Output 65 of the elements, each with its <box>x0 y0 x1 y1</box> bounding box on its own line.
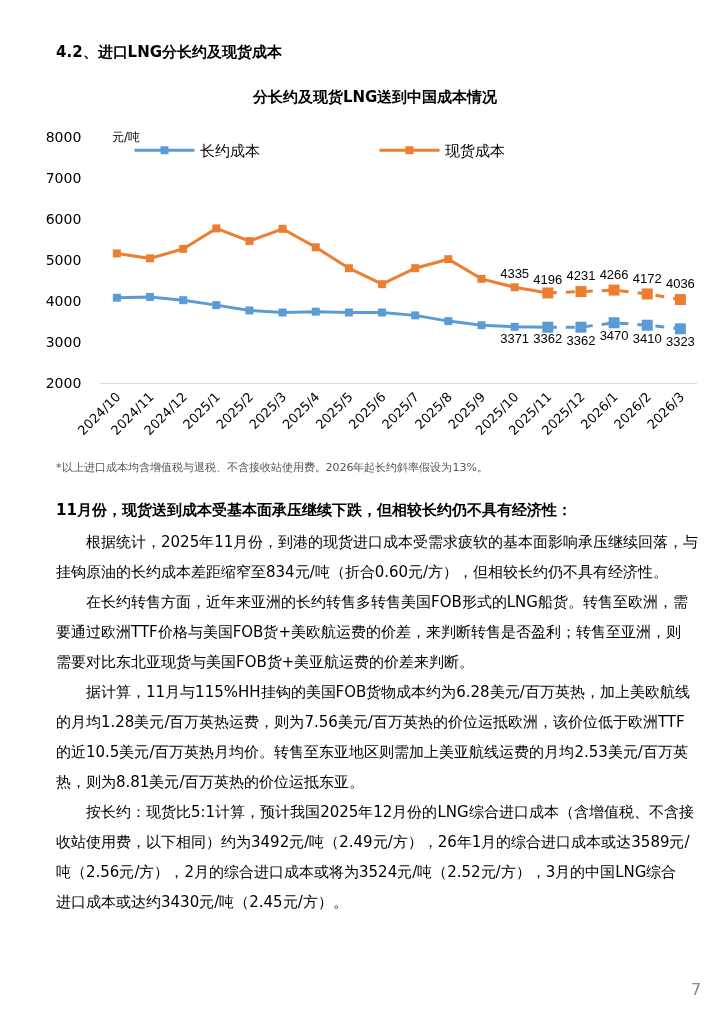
data-label: 3362 <box>566 332 596 348</box>
point <box>411 311 420 320</box>
point <box>179 244 188 253</box>
data-label: 3410 <box>632 330 662 346</box>
point <box>278 224 287 233</box>
point <box>245 306 254 315</box>
point <box>146 292 155 301</box>
point <box>641 288 653 300</box>
text: 7 <box>691 980 702 999</box>
point <box>179 296 188 305</box>
data-label: 3371 <box>500 330 530 346</box>
point <box>575 321 587 333</box>
point <box>245 237 254 246</box>
text: 4.2、进口LNG分长约及现货成本 <box>56 43 283 61</box>
data-label: 3470 <box>599 328 629 344</box>
point <box>674 323 686 335</box>
text: 据计算，11月与115%HH挂钩的美国FOB货物成本约为6.28美元/百万英热，加上美欧航线的月均1.28美元/百万英热运费，则为7.56美元/百万英热的价位运抵欧洲，该价位低于欧洲TTF的近10.5美元/百万英热月均价。转售至东亚地区则需加上美亚航线运费的月均2.53美元/百万英热，则为8.81美元/百万英热的价位运抵东亚。 <box>56 683 690 791</box>
point <box>146 254 155 263</box>
text: 在长约转售方面，近年来亚洲的长约转售多转售美国FOB形式的LNG船货。转售至欧洲，需要通过欧洲TTF价格与美国FOB货+美欧航运费的价差，来判断转售是否盈利；转售至亚洲，则需要对比东北亚现货与美国FOB货+美亚航运费的价差来判断。 <box>56 593 688 671</box>
text: *以上进口成本均含增值税与退税、不含接收站使用费。2026年起长约斜率假设为13%。 <box>56 461 488 474</box>
data-label: 4335 <box>500 266 530 282</box>
data-label: 4172 <box>632 270 662 286</box>
data-label: 4231 <box>566 268 596 284</box>
point <box>112 293 121 302</box>
point <box>212 224 221 233</box>
legend-label: 长约成本 <box>199 142 260 161</box>
point <box>575 286 587 298</box>
point <box>311 243 320 252</box>
y-tick-label: 4000 <box>45 292 82 309</box>
data-label: 3323 <box>665 334 695 350</box>
point <box>608 284 620 296</box>
point <box>344 264 353 273</box>
data-label: 3362 <box>533 330 563 346</box>
point <box>641 319 653 331</box>
point <box>411 264 420 273</box>
point <box>378 280 387 289</box>
data-label: 4266 <box>599 266 629 282</box>
point <box>212 301 221 310</box>
point <box>444 255 453 264</box>
point <box>510 322 519 331</box>
point <box>674 294 686 306</box>
point <box>477 274 486 283</box>
point <box>510 283 519 292</box>
point <box>112 249 121 258</box>
point <box>311 307 320 316</box>
y-axis-title: 元/吨 <box>112 130 141 144</box>
data-label: 4196 <box>533 271 563 287</box>
legend-label: 现货成本 <box>444 142 505 161</box>
chart-title: 分长约及现货LNG送到中国成本情况 <box>252 88 499 106</box>
point <box>477 321 486 330</box>
y-tick-label: 6000 <box>45 210 82 227</box>
point <box>444 317 453 326</box>
point <box>378 308 387 317</box>
text: 根据统计，2025年11月份，到港的现货进口成本受需求疲软的基本面影响承压继续回落，与挂钩原油的长约成本差距缩窄至834元/吨（折合0.60元/方），但相较长约仍不具有经济性。 <box>56 533 699 581</box>
y-tick-label: 3000 <box>45 333 82 350</box>
data-label: 4036 <box>665 276 695 292</box>
text: 按长约：现货比5:1计算，预计我国2025年12月份的LNG综合进口成本（含增值税、不含接收站使用费，以下相同）约为3492元/吨（2.49元/方），26年1月的综合进口成本或达3589元/吨（2.56元/方），2月的综合进口成本或将为3524元/吨（2.52元/方），3月的中国LNG综合进口成本或达约3430元/吨（2.45元/方）。 <box>56 803 694 911</box>
y-tick-label: 2000 <box>45 374 82 391</box>
y-tick-label: 5000 <box>45 251 82 268</box>
y-tick-label: 7000 <box>45 169 82 186</box>
point <box>608 317 620 329</box>
point <box>278 308 287 317</box>
point <box>344 308 353 317</box>
y-tick-label: 8000 <box>45 128 82 145</box>
text: 11月份，现货送到成本受基本面承压继续下跌，但相较长约仍不具有经济性： <box>56 501 572 519</box>
